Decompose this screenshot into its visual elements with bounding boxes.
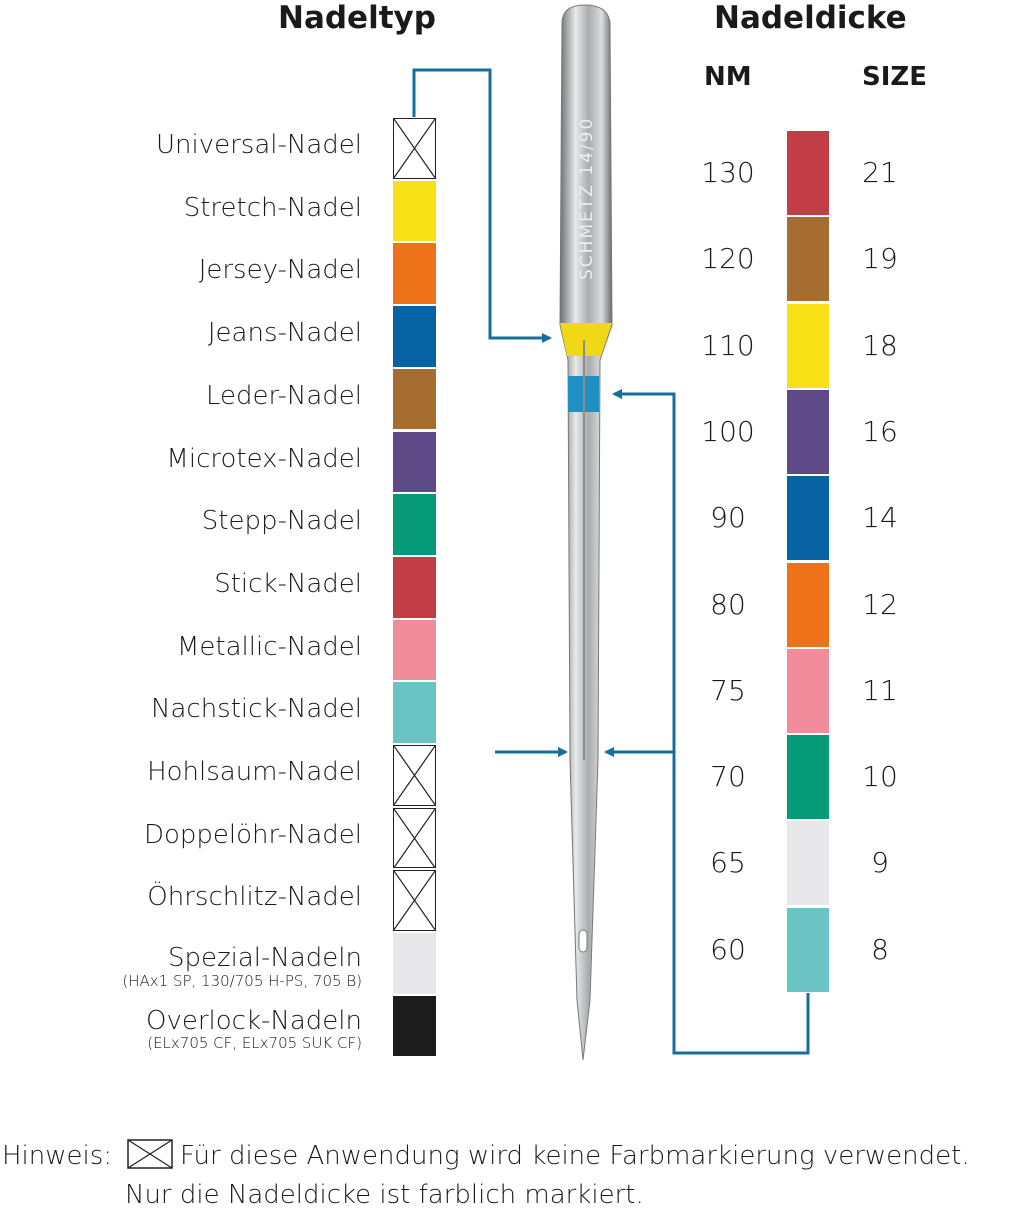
color-swatch	[393, 431, 436, 493]
no-color-swatch	[393, 745, 436, 806]
needle-type-name: Hohlsaum-Nadel	[147, 757, 362, 787]
nm-value: 120	[701, 242, 755, 276]
size-value: 9	[871, 846, 889, 880]
color-swatch	[393, 933, 436, 994]
needle-type-name: Öhrschlitz-Nadel	[147, 882, 362, 913]
needle-type-note: (HAx1 SP, 130/705 H-PS, 705 B)	[122, 971, 362, 990]
needle-type-label: Microtex-Nadel	[166, 443, 362, 474]
size-color-swatch	[787, 821, 829, 906]
size-value: 19	[862, 242, 898, 276]
nm-heading: NM	[704, 62, 752, 92]
needle-type-label: Leder-Nadel	[205, 380, 362, 411]
size-value: 16	[862, 414, 898, 448]
needle-type-label: Nachstick-Nadel	[151, 695, 362, 724]
size-arrow-upper	[612, 389, 810, 1055]
needle-type-label: Jersey-Nadel	[199, 256, 362, 285]
needle-type-label: Doppelöhr-Nadel	[143, 819, 362, 850]
color-swatch	[393, 243, 436, 305]
size-value: 21	[862, 156, 898, 189]
color-swatch	[393, 494, 436, 555]
needle-type-label: Jeans-Nadel	[208, 319, 362, 348]
needle-type-name: Jersey-Nadel	[198, 255, 362, 286]
size-color-swatch	[787, 562, 829, 647]
size-color-swatch	[787, 476, 829, 561]
color-swatch	[393, 619, 436, 681]
needle-type-label: Stick-Nadel	[214, 570, 362, 599]
needle-type-name: Universal-Nadel	[156, 130, 362, 160]
needle-type-label: Stretch-Nadel	[183, 192, 362, 223]
needle-type-label: Overlock-Nadeln (ELx705 CF, ELx705 SUK CF…	[146, 1005, 362, 1053]
nm-value: 65	[710, 846, 746, 880]
footer-line1: Für diese Anwendung wird keine Farbmarki…	[180, 1141, 970, 1171]
needle-type-label: Öhrschlitz-Nadel	[147, 883, 362, 912]
needle-type-name: Jeans-Nadel	[207, 318, 362, 349]
nm-value: 70	[710, 760, 746, 794]
size-color-swatch	[787, 907, 829, 992]
size-color-swatch	[787, 389, 829, 474]
type-arrow	[412, 68, 552, 343]
needle-type-heading: Nadeltyp	[278, 0, 436, 36]
footer-prefix: Hinweis:	[2, 1141, 113, 1171]
needle-type-note: (ELx705 CF, ELx705 SUK CF)	[147, 1034, 362, 1053]
nm-value: 60	[710, 932, 746, 966]
size-value: 12	[862, 587, 898, 621]
size-value: 18	[862, 328, 898, 362]
needle-type-name: Doppelöhr-Nadel	[143, 819, 362, 850]
size-color-swatch	[787, 131, 829, 215]
color-swatch	[393, 368, 436, 430]
no-color-swatch	[393, 807, 436, 869]
nm-value: 110	[701, 328, 755, 362]
footer-line2: Nur die Nadeldicke ist farblich markiert…	[125, 1180, 644, 1210]
needle: SCHMETZ 14/90	[559, 4, 613, 1061]
nm-value: 90	[710, 501, 746, 535]
size-heading: SIZE	[862, 62, 928, 92]
size-value: 11	[862, 673, 898, 707]
size-value: 10	[862, 760, 898, 794]
needle-type-label: Hohlsaum-Nadel	[147, 758, 362, 787]
needle-type-name: Metallic-Nadel	[176, 631, 362, 662]
needle-type-name: Spezial-Nadeln	[168, 943, 362, 974]
needle-type-name: Nachstick-Nadel	[151, 694, 362, 725]
size-color-swatch	[787, 217, 829, 302]
needle-engraving: SCHMETZ 14/90	[577, 117, 597, 280]
needle-type-name: Stretch-Nadel	[183, 192, 362, 223]
needle-type-label: Metallic-Nadel	[176, 631, 362, 662]
nm-value: 75	[710, 673, 746, 707]
needle-type-name: Stepp-Nadel	[201, 506, 362, 537]
needle-type-name: Stick-Nadel	[214, 568, 362, 599]
size-color-swatch	[787, 648, 829, 733]
nm-value: 80	[710, 587, 746, 621]
color-swatch	[393, 682, 436, 743]
nm-value: 100	[701, 414, 755, 448]
no-color-swatch	[393, 870, 436, 932]
size-color-swatch	[787, 735, 829, 820]
connector-lines	[412, 68, 810, 1055]
needle-size-heading: Nadeldicke	[714, 0, 907, 36]
size-color-swatch	[787, 303, 829, 388]
needle-type-label: Universal-Nadel	[156, 131, 362, 160]
no-color-swatch	[393, 118, 436, 179]
size-value: 14	[862, 501, 898, 535]
needle-type-label: Stepp-Nadel	[202, 507, 362, 536]
needle-type-name: Microtex-Nadel	[166, 443, 362, 474]
color-swatch	[393, 995, 436, 1057]
color-swatch	[393, 556, 436, 618]
crossed-box-icon	[127, 1139, 173, 1169]
nm-value: 130	[701, 156, 755, 189]
color-swatch	[393, 180, 436, 242]
needle-type-label: Spezial-Nadeln (HAx1 SP, 130/705 H-PS, 70…	[122, 944, 362, 989]
size-value: 8	[871, 932, 889, 966]
needle-type-name: Leder-Nadel	[205, 380, 362, 411]
color-swatch	[393, 306, 436, 367]
needle-type-name: Overlock-Nadeln	[146, 1005, 362, 1036]
